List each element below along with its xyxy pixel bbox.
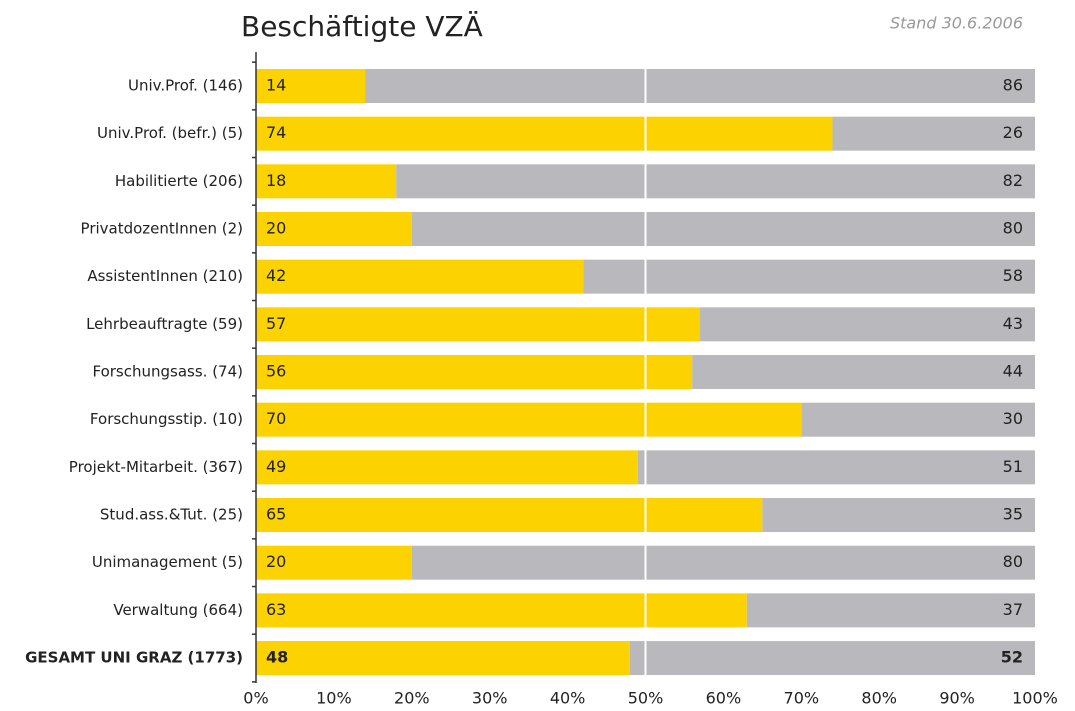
value-label: 56	[266, 362, 286, 381]
value-label: 44	[1003, 362, 1023, 381]
value-label: 30	[1003, 409, 1023, 428]
bar-segment	[256, 116, 833, 151]
y-tick-label: Verwaltung (664)	[113, 601, 243, 619]
y-tick-label: GESAMT UNI GRAZ (1773)	[25, 649, 243, 667]
bar-segment	[256, 259, 584, 294]
x-tick-label: 30%	[472, 689, 508, 708]
bar-segment	[583, 259, 1035, 294]
x-tick-label: 50%	[628, 689, 664, 708]
chart-title: Beschäftigte VZÄ	[241, 10, 483, 43]
bar-segment	[256, 355, 693, 390]
value-label: 80	[1003, 219, 1023, 238]
bar-segment	[256, 164, 397, 199]
x-tick-label: 90%	[939, 689, 975, 708]
value-label: 20	[266, 219, 286, 238]
value-label: 80	[1003, 552, 1023, 571]
bar-segment	[629, 641, 1035, 676]
x-tick-label: 70%	[784, 689, 820, 708]
bar-segment	[692, 355, 1035, 390]
value-label: 58	[1003, 266, 1023, 285]
y-tick-label: Lehrbeauftragte (59)	[86, 315, 243, 333]
bar-segment	[700, 307, 1035, 342]
y-tick-label: Unimanagement (5)	[92, 553, 243, 571]
x-tick-label: 100%	[1012, 689, 1058, 708]
value-label: 35	[1003, 505, 1023, 524]
bar-segment	[365, 69, 1035, 103]
bar-segment	[832, 116, 1035, 151]
value-label: 82	[1003, 171, 1023, 190]
value-label: 51	[1003, 457, 1023, 476]
y-tick-label: Forschungsass. (74)	[92, 363, 243, 381]
bar-segment	[637, 450, 1035, 485]
chart-subtitle: Stand 30.6.2006	[890, 14, 1023, 33]
bar-segment	[801, 402, 1035, 437]
bar-segment	[746, 593, 1035, 628]
bar-segment	[256, 307, 701, 342]
x-tick-label: 10%	[316, 689, 352, 708]
value-label: 48	[266, 648, 288, 667]
y-tick-label: Habilitierte (206)	[115, 172, 243, 190]
bar-segment	[256, 641, 630, 676]
x-tick-label: 20%	[394, 689, 430, 708]
value-label: 70	[266, 409, 286, 428]
bar-segment	[411, 212, 1035, 247]
value-label: 86	[1003, 76, 1023, 95]
y-tick-label: AssistentInnen (210)	[87, 267, 243, 285]
bar-segment	[396, 164, 1036, 199]
bar-segment	[256, 593, 747, 628]
y-tick-label: PrivatdozentInnen (2)	[81, 220, 243, 238]
bar-segment	[256, 450, 638, 485]
value-label: 18	[266, 171, 286, 190]
value-label: 57	[266, 314, 286, 333]
value-label: 63	[266, 600, 286, 619]
bar-segment	[256, 545, 412, 580]
x-tick-label: 0%	[243, 689, 268, 708]
value-label: 37	[1003, 600, 1023, 619]
value-label: 74	[266, 123, 286, 142]
value-label: 49	[266, 457, 286, 476]
bar-segment	[256, 212, 412, 247]
bar-segment	[256, 69, 366, 103]
y-tick-label: Stud.ass.&Tut. (25)	[100, 506, 243, 524]
bar-segment	[762, 498, 1035, 533]
value-label: 14	[266, 76, 286, 95]
y-tick-label: Forschungsstip. (10)	[90, 410, 243, 428]
x-tick-label: 40%	[550, 689, 586, 708]
value-label: 65	[266, 505, 286, 524]
value-label: 43	[1003, 314, 1023, 333]
value-label: 26	[1003, 123, 1023, 142]
bar-segment	[256, 498, 763, 533]
value-label: 20	[266, 552, 286, 571]
value-label: 52	[1001, 648, 1023, 667]
value-label: 42	[266, 266, 286, 285]
x-tick-label: 60%	[706, 689, 742, 708]
y-tick-label: Projekt-Mitarbeit. (367)	[69, 458, 243, 476]
y-tick-label: Univ.Prof. (befr.) (5)	[97, 124, 243, 142]
bar-segment	[256, 402, 802, 437]
bar-segment	[411, 545, 1035, 580]
y-tick-label: Univ.Prof. (146)	[128, 77, 243, 95]
x-tick-label: 80%	[861, 689, 897, 708]
